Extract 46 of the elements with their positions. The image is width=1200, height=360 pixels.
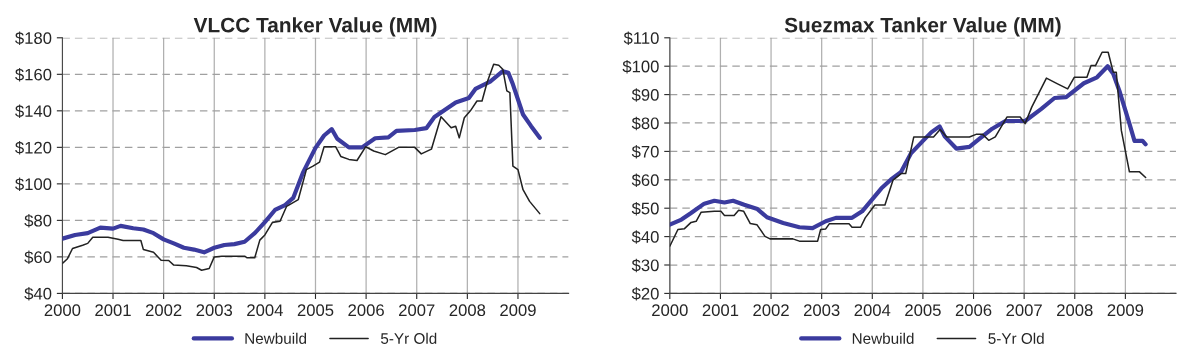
chart-title: VLCC Tanker Value (MM): [193, 17, 437, 37]
x-tick-label: 2008: [1057, 304, 1093, 317]
x-tick-label: 2000: [652, 304, 688, 317]
y-tick-label: $80: [631, 116, 659, 131]
x-tick-label: 2008: [449, 304, 486, 317]
x-tick-label: 2001: [95, 304, 131, 317]
y-tick-label: $90: [631, 88, 659, 102]
x-tick-label: 2003: [196, 304, 233, 317]
x-tick-label: 2001: [702, 304, 739, 317]
x-tick-label: 2006: [955, 304, 992, 317]
y-tick-label: $60: [24, 250, 52, 265]
y-tick-label: $70: [631, 145, 659, 159]
x-tick-label: 2007: [399, 304, 435, 317]
x-tick-label: 2007: [1006, 304, 1042, 317]
y-tick-label: $110: [623, 31, 659, 45]
x-tick-label: 2005: [905, 304, 941, 317]
x-tick-label: 2002: [753, 304, 789, 317]
x-tick-label: 2000: [44, 304, 81, 317]
y-tick-label: $120: [15, 141, 52, 155]
y-tick-label: $40: [24, 287, 52, 301]
y-tick-label: $100: [15, 177, 52, 192]
y-tick-label: $80: [24, 214, 52, 228]
y-tick-label: $20: [631, 287, 659, 301]
y-tick-label: $100: [622, 59, 659, 74]
y-tick-label: $180: [15, 31, 52, 45]
chart-title: Suezmax Tanker Value (MM): [784, 17, 1061, 37]
y-tick-label: $60: [631, 173, 659, 187]
x-tick-label: 2009: [500, 304, 536, 317]
x-tick-label: 2006: [348, 304, 384, 317]
x-tick-label: 2002: [145, 304, 182, 317]
x-tick-label: 2004: [854, 304, 891, 317]
x-tick-label: 2005: [297, 304, 334, 317]
legend-label: 5-Yr Old: [380, 332, 437, 344]
x-tick-label: 2004: [247, 304, 283, 317]
legend-label: 5-Yr Old: [988, 332, 1044, 344]
legend-label: Newbuild: [852, 332, 914, 344]
legend-label: Newbuild: [245, 332, 307, 344]
y-tick-label: $160: [15, 68, 52, 82]
x-tick-label: 2003: [803, 304, 840, 317]
x-tick-label: 2009: [1107, 304, 1144, 317]
line-series: [669, 51, 1147, 248]
y-tick-label: $50: [631, 201, 659, 216]
y-tick-label: $40: [631, 230, 659, 244]
y-tick-label: $30: [631, 258, 659, 273]
y-tick-label: $140: [15, 104, 52, 119]
line-series: [669, 64, 1148, 231]
